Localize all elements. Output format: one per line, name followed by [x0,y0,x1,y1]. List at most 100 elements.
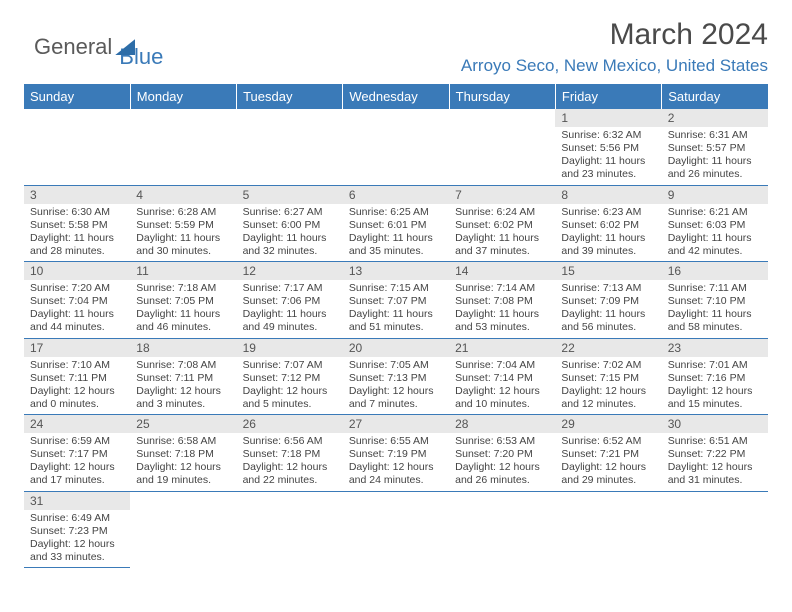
day-number-cell: 31 [24,491,130,510]
day-number-cell: 8 [555,185,661,204]
daylight-text: Daylight: 12 hours and 33 minutes. [30,538,124,564]
day-number-cell: 13 [343,262,449,281]
sunset-text: Sunset: 7:14 PM [455,372,549,385]
day-number-cell: 20 [343,338,449,357]
sunrise-text: Sunrise: 7:01 AM [668,359,762,372]
content-row: Sunrise: 6:30 AMSunset: 5:58 PMDaylight:… [24,204,768,262]
daylight-text: Daylight: 12 hours and 7 minutes. [349,385,443,411]
daylight-text: Daylight: 11 hours and 35 minutes. [349,232,443,258]
day-header: Tuesday [237,84,343,109]
day-number-cell: 3 [24,185,130,204]
day-content-cell [343,127,449,185]
sunset-text: Sunset: 7:23 PM [30,525,124,538]
sunrise-text: Sunrise: 7:17 AM [243,282,337,295]
sunrise-text: Sunrise: 7:10 AM [30,359,124,372]
day-content-cell: Sunrise: 7:13 AMSunset: 7:09 PMDaylight:… [555,280,661,338]
daylight-text: Daylight: 12 hours and 22 minutes. [243,461,337,487]
day-header: Monday [130,84,236,109]
day-content-cell [555,510,661,568]
sunset-text: Sunset: 7:04 PM [30,295,124,308]
sunset-text: Sunset: 6:01 PM [349,219,443,232]
daynum-row: 17181920212223 [24,338,768,357]
day-number-cell: 16 [662,262,768,281]
daynum-row: 12 [24,109,768,127]
sunrise-text: Sunrise: 7:18 AM [136,282,230,295]
day-content-cell: Sunrise: 6:32 AMSunset: 5:56 PMDaylight:… [555,127,661,185]
sunset-text: Sunset: 7:22 PM [668,448,762,461]
daylight-text: Daylight: 12 hours and 24 minutes. [349,461,443,487]
day-content-cell: Sunrise: 6:58 AMSunset: 7:18 PMDaylight:… [130,433,236,491]
day-content-cell: Sunrise: 6:52 AMSunset: 7:21 PMDaylight:… [555,433,661,491]
day-number-cell [449,491,555,510]
daylight-text: Daylight: 11 hours and 26 minutes. [668,155,762,181]
day-content-cell [662,510,768,568]
day-number-cell: 19 [237,338,343,357]
daylight-text: Daylight: 11 hours and 58 minutes. [668,308,762,334]
day-number-cell: 7 [449,185,555,204]
content-row: Sunrise: 6:49 AMSunset: 7:23 PMDaylight:… [24,510,768,568]
content-row: Sunrise: 6:59 AMSunset: 7:17 PMDaylight:… [24,433,768,491]
sunset-text: Sunset: 7:10 PM [668,295,762,308]
day-number-cell: 26 [237,415,343,434]
logo: General Blue [34,24,163,70]
day-number-cell: 24 [24,415,130,434]
day-number-cell: 25 [130,415,236,434]
day-content-cell: Sunrise: 7:01 AMSunset: 7:16 PMDaylight:… [662,357,768,415]
day-content-cell [449,510,555,568]
daylight-text: Daylight: 12 hours and 29 minutes. [561,461,655,487]
sunrise-text: Sunrise: 6:30 AM [30,206,124,219]
day-content-cell [130,127,236,185]
sunrise-text: Sunrise: 6:51 AM [668,435,762,448]
day-number-cell: 11 [130,262,236,281]
daylight-text: Daylight: 12 hours and 15 minutes. [668,385,762,411]
sunset-text: Sunset: 7:11 PM [136,372,230,385]
day-number-cell: 23 [662,338,768,357]
daylight-text: Daylight: 11 hours and 28 minutes. [30,232,124,258]
day-content-cell: Sunrise: 6:59 AMSunset: 7:17 PMDaylight:… [24,433,130,491]
day-number-cell: 5 [237,185,343,204]
sunrise-text: Sunrise: 6:28 AM [136,206,230,219]
day-number-cell: 4 [130,185,236,204]
sunrise-text: Sunrise: 6:58 AM [136,435,230,448]
sunrise-text: Sunrise: 7:11 AM [668,282,762,295]
location: Arroyo Seco, New Mexico, United States [461,56,768,76]
sunset-text: Sunset: 7:07 PM [349,295,443,308]
sunset-text: Sunset: 5:57 PM [668,142,762,155]
day-content-cell: Sunrise: 6:56 AMSunset: 7:18 PMDaylight:… [237,433,343,491]
sunset-text: Sunset: 7:11 PM [30,372,124,385]
day-content-cell: Sunrise: 6:49 AMSunset: 7:23 PMDaylight:… [24,510,130,568]
calendar-body: 12Sunrise: 6:32 AMSunset: 5:56 PMDayligh… [24,109,768,568]
sunrise-text: Sunrise: 6:23 AM [561,206,655,219]
daylight-text: Daylight: 12 hours and 3 minutes. [136,385,230,411]
sunrise-text: Sunrise: 6:25 AM [349,206,443,219]
day-content-cell [237,127,343,185]
day-number-cell [449,109,555,127]
daylight-text: Daylight: 12 hours and 26 minutes. [455,461,549,487]
day-number-cell [237,491,343,510]
daylight-text: Daylight: 11 hours and 51 minutes. [349,308,443,334]
sunset-text: Sunset: 7:05 PM [136,295,230,308]
daylight-text: Daylight: 11 hours and 46 minutes. [136,308,230,334]
logo-triangle-icon [115,39,135,55]
day-number-cell: 14 [449,262,555,281]
sunset-text: Sunset: 7:13 PM [349,372,443,385]
header: General Blue March 2024 Arroyo Seco, New… [24,18,768,76]
day-content-cell: Sunrise: 7:04 AMSunset: 7:14 PMDaylight:… [449,357,555,415]
daylight-text: Daylight: 12 hours and 0 minutes. [30,385,124,411]
day-number-cell: 27 [343,415,449,434]
day-content-cell: Sunrise: 6:55 AMSunset: 7:19 PMDaylight:… [343,433,449,491]
day-content-cell: Sunrise: 7:17 AMSunset: 7:06 PMDaylight:… [237,280,343,338]
daynum-row: 24252627282930 [24,415,768,434]
day-content-cell: Sunrise: 7:18 AMSunset: 7:05 PMDaylight:… [130,280,236,338]
daylight-text: Daylight: 12 hours and 17 minutes. [30,461,124,487]
sunset-text: Sunset: 7:12 PM [243,372,337,385]
sunset-text: Sunset: 7:17 PM [30,448,124,461]
day-header: Thursday [449,84,555,109]
sunset-text: Sunset: 7:15 PM [561,372,655,385]
day-number-cell: 17 [24,338,130,357]
sunset-text: Sunset: 7:16 PM [668,372,762,385]
day-content-cell: Sunrise: 6:24 AMSunset: 6:02 PMDaylight:… [449,204,555,262]
sunset-text: Sunset: 7:19 PM [349,448,443,461]
month-title: March 2024 [461,18,768,52]
daylight-text: Daylight: 12 hours and 19 minutes. [136,461,230,487]
